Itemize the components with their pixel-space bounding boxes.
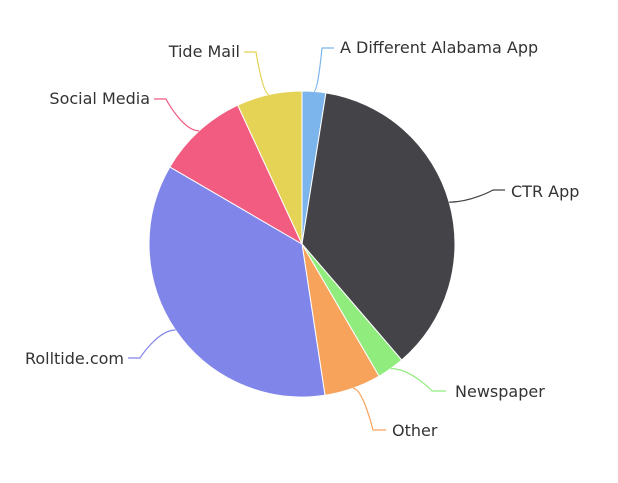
slice-label-social-media: Social Media bbox=[49, 89, 150, 108]
leader-line-newspaper bbox=[390, 368, 446, 392]
slice-label-ctr-app: CTR App bbox=[511, 182, 579, 201]
leader-line-a-different-alabama-app bbox=[313, 47, 334, 93]
pie-slice-rolltide-com[interactable] bbox=[148, 166, 326, 398]
leader-line-ctr-app bbox=[449, 189, 505, 203]
pie-slices bbox=[148, 90, 456, 398]
slice-label-newspaper: Newspaper bbox=[455, 382, 545, 401]
leader-line-social-media bbox=[154, 98, 200, 132]
slice-label-rolltide-com: Rolltide.com bbox=[25, 349, 124, 368]
leader-lines bbox=[128, 47, 505, 431]
slice-label-a-different-alabama-app: A Different Alabama App bbox=[340, 38, 538, 57]
leader-line-tide-mail bbox=[244, 51, 270, 96]
slice-label-tide-mail: Tide Mail bbox=[168, 42, 240, 61]
slice-label-other: Other bbox=[392, 421, 438, 440]
leader-line-rolltide-com bbox=[128, 329, 176, 359]
slice-labels: A Different Alabama App CTR App Newspaper O… bbox=[25, 38, 579, 440]
leader-line-other bbox=[352, 387, 386, 431]
pie-slice-tide-mail[interactable] bbox=[237, 90, 303, 245]
